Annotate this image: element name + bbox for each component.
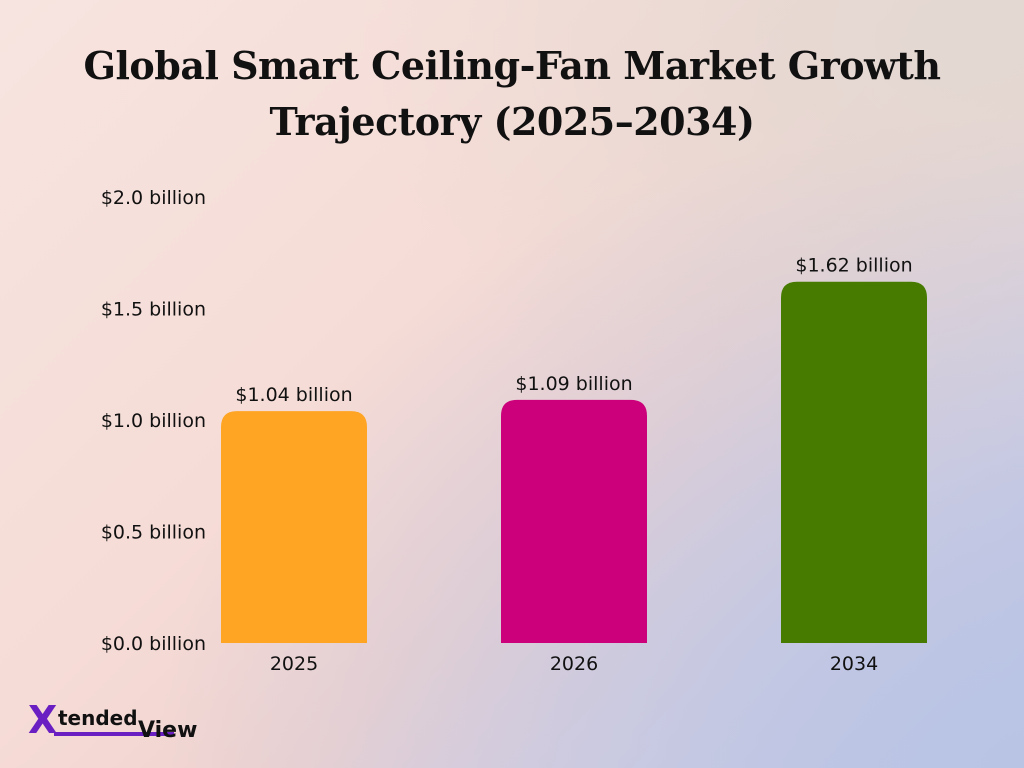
category-label-2034: 2034 [830,653,878,675]
bar-chart: $0.0 billion $0.5 billion $1.0 billion $1.5… [101,187,927,675]
data-label-2034: $1.62 billion [795,255,912,277]
y-tick-label: $0.0 billion [101,633,206,655]
y-tick-label: $1.0 billion [101,410,206,432]
x-axis-category-labels: 2025 2026 2034 [270,653,878,675]
logo-text-top: tended [58,706,138,730]
logo-text-bottom: View [138,718,198,743]
category-label-2025: 2025 [270,653,318,675]
y-axis-ticks: $0.0 billion $0.5 billion $1.0 billion $1.5… [101,187,206,655]
y-tick-label: $1.5 billion [101,299,206,321]
logo-underline [54,732,174,736]
data-label-2025: $1.04 billion [235,384,352,406]
category-label-2026: 2026 [550,653,598,675]
bar-2025 [221,411,367,643]
chart-title: Global Smart Ceiling-Fan Market Growth T… [83,43,941,144]
y-tick-label: $2.0 billion [101,187,206,209]
bar-2034 [781,281,927,643]
xtendedview-logo: X tended View [28,700,228,746]
bars-group [221,281,927,643]
data-label-2026: $1.09 billion [515,373,632,395]
data-labels-group: $1.04 billion $1.09 billion $1.62 billion [235,255,912,406]
bar-2026 [501,399,647,643]
y-tick-label: $0.5 billion [101,522,206,544]
logo-mark: X [28,698,58,742]
